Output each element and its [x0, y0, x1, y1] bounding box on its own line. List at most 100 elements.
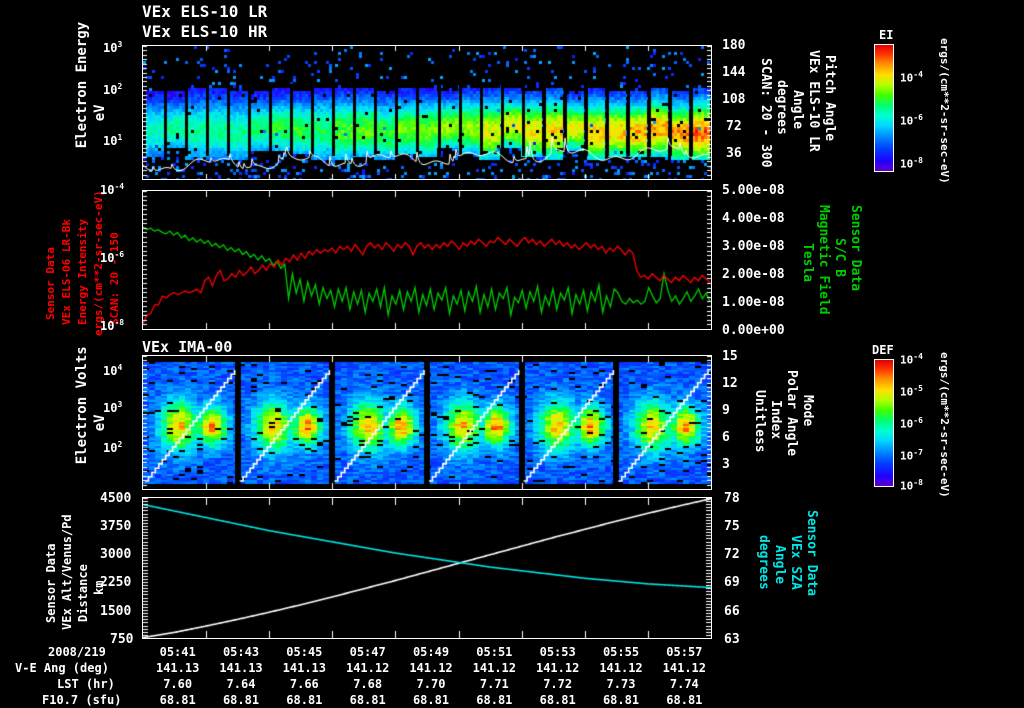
panel2-right-label-sensor: Sensor Data — [848, 205, 863, 292]
panel1-colorbar-tick-4: 10-4 — [900, 70, 923, 85]
bottom-cell-lst-5: 7.71 — [479, 677, 509, 691]
panel3-plot-area[interactable] — [142, 355, 712, 490]
bottom-cell-lst-6: 7.72 — [543, 677, 573, 691]
panel2-ytick-1e-4: 10-4 — [100, 182, 125, 197]
panel3-ytick2-9: 9 — [722, 403, 730, 418]
bottom-cell-lst-8: 7.74 — [669, 677, 699, 691]
panel1-colorbar-tick-8: 10-8 — [900, 156, 923, 171]
panel2-left-label-instrument: VEx ELS-06 LR-Bk — [60, 219, 73, 325]
panel1-plot-area[interactable] — [142, 45, 712, 180]
bottom-cell-ve-ang-4: 141.12 — [409, 661, 453, 675]
panel1-right-label-sensor: VEx ELS-10 LR — [806, 50, 821, 152]
panel4-plot-area[interactable] — [142, 497, 712, 639]
panel3-ytick2-12: 12 — [722, 376, 738, 391]
panel2-ytick-1e-8: 10-8 — [100, 318, 125, 333]
panel4-ytick-750: 750 — [110, 632, 134, 647]
bottom-cell-f107-7: 68.81 — [602, 693, 640, 707]
bottom-cell-f107-4: 68.81 — [412, 693, 450, 707]
panel4-right-label-sensor: Sensor Data — [804, 510, 819, 597]
bottom-cell-ve-ang-3: 141.12 — [345, 661, 390, 675]
bottom-cell-time-5: 05:51 — [476, 645, 513, 659]
panel4-right-label-sza: VEx SZA — [788, 535, 803, 590]
panel3-colorbar-unit: ergs/(cm**2-sr-sec-eV) — [938, 352, 951, 498]
bottom-cell-ve-ang-1: 141.13 — [219, 661, 263, 675]
bottom-cell-f107-2: 68.81 — [286, 693, 323, 707]
bottom-row-label-f107: F10.7 (sfu) — [42, 693, 122, 707]
panel2-left-label-quantity: Energy Intensity — [76, 219, 89, 325]
bottom-cell-time-2: 05:45 — [286, 645, 323, 659]
panel4-ytick2-72: 72 — [724, 547, 740, 562]
panel3-colorbar-tick-5: 10-5 — [900, 384, 923, 399]
panel1-spectrogram-canvas — [143, 46, 711, 179]
bottom-cell-lst-3: 7.68 — [353, 677, 383, 691]
panel1-ytick2-144: 144 — [722, 65, 746, 80]
bottom-cell-lst-4: 7.70 — [416, 677, 446, 691]
panel3-right-label-index: Index — [768, 400, 783, 440]
panel1-right-label-degrees: degrees — [774, 80, 789, 135]
panel3-ytick2-3: 3 — [722, 457, 730, 472]
panel4-ytick-1500: 1500 — [100, 604, 132, 619]
panel1-colorbar-gradient — [875, 45, 893, 171]
bottom-cell-time-6: 05:53 — [539, 645, 576, 659]
panel3-left-axis-unit-text: eV — [92, 414, 108, 432]
panel4-left-label-sensor: Sensor Data — [44, 543, 58, 623]
panel4-right-label-angle: Angle — [772, 545, 787, 585]
panel3-colorbar-tick-8: 10-8 — [900, 478, 923, 493]
bottom-cell-time-3: 05:47 — [349, 645, 386, 659]
panel2-ytick2-5: 5.00e-08 — [722, 183, 785, 198]
bottom-cell-f107-8: 68.81 — [666, 693, 703, 707]
panel4-ytick-4500: 4500 — [100, 491, 132, 506]
panel2-plot-area[interactable] — [142, 190, 712, 330]
panel1-colorbar-unit: ergs/(cm**2-sr-sec-eV) — [938, 38, 951, 184]
panel1-colorbar-title: EI — [879, 28, 894, 42]
panel1-title-line2: VEx ELS-10 HR — [142, 22, 268, 41]
panel1-left-axis-unit-text: eV — [92, 104, 108, 122]
bottom-cell-f107-0: 68.81 — [159, 693, 196, 707]
bottom-cell-lst-2: 7.66 — [289, 677, 319, 691]
bottom-cell-f107-1: 68.81 — [222, 693, 260, 707]
panel3-left-axis-unit: eV — [76, 410, 124, 465]
bottom-cell-f107-3: 68.81 — [349, 693, 386, 707]
panel1-colorbar-tick-6: 10-6 — [900, 113, 923, 128]
panel2-left-label-scan: SCAN: 20 - 150 — [108, 232, 121, 325]
panel2-right-label-scb: S/C B — [832, 238, 847, 278]
panel1-ytick2-180: 180 — [722, 38, 746, 53]
panel1-right-label-angle: Angle — [790, 90, 805, 130]
panel2-traces — [143, 191, 711, 329]
panel2-right-label-magfield: Magnetic Field — [816, 205, 831, 315]
bottom-cell-lst-7: 7.73 — [606, 677, 636, 691]
panel3-title: VEx IMA-00 — [142, 338, 233, 356]
bottom-cell-time-8: 05:57 — [666, 645, 703, 659]
panel1-ytick-1000: 103 — [103, 40, 123, 55]
panel3-spectrogram — [143, 356, 711, 489]
bottom-cell-ve-ang-6: 141.12 — [535, 661, 580, 675]
bottom-cell-lst-0: 7.60 — [163, 677, 193, 691]
bottom-cell-lst-1: 7.64 — [226, 677, 256, 691]
panel1-ytick-10: 101 — [103, 133, 123, 148]
bottom-row-label-date: 2008/219 — [48, 645, 106, 659]
panel3-spectrogram-canvas — [143, 356, 711, 489]
panel2-ytick-1e-6: 10-6 — [100, 250, 125, 265]
panel1-ytick-100: 102 — [103, 82, 123, 97]
panel3-colorbar-tick-7: 10-7 — [900, 448, 923, 463]
panel3-right-label-unitless: Unitless — [752, 390, 767, 453]
panel1-ytick2-72: 72 — [726, 119, 742, 134]
bottom-cell-ve-ang-7: 141.12 — [599, 661, 643, 675]
bottom-cell-time-0: 05:41 — [159, 645, 196, 659]
panel2-left-label-sensor: Sensor Data — [44, 247, 57, 320]
panel4-ytick2-75: 75 — [724, 519, 740, 534]
panel1-spectrogram — [143, 46, 711, 179]
panel2-right-label-tesla: Tesla — [800, 243, 815, 283]
panel3-ytick2-15: 15 — [722, 349, 738, 364]
panel3-ytick-1e2: 102 — [103, 440, 123, 455]
bottom-cell-time-7: 05:55 — [602, 645, 640, 659]
panel3-colorbar-gradient — [875, 360, 893, 486]
bottom-cell-ve-ang-5: 141.12 — [472, 661, 516, 675]
panel4-ytick-3750: 3750 — [100, 519, 132, 534]
panel3-right-label-mode: Mode — [800, 395, 815, 427]
bottom-cell-time-1: 05:43 — [222, 645, 260, 659]
bottom-cell-time-4: 05:49 — [412, 645, 450, 659]
panel3-colorbar-title: DEF — [872, 343, 894, 357]
panel2-ytick2-4: 4.00e-08 — [722, 211, 785, 226]
